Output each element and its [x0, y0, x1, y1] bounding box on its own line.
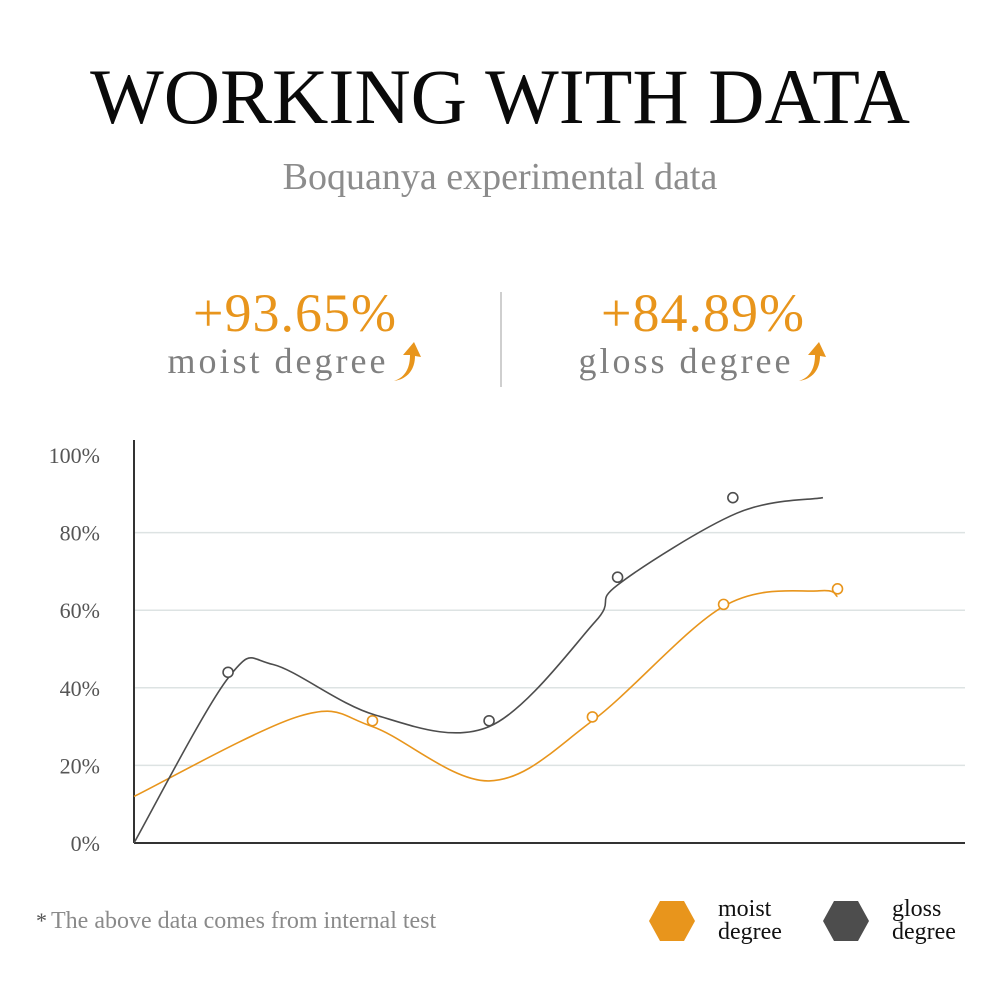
stat-moist-label-row: moist degree [168, 340, 423, 383]
data-point-gloss [483, 714, 495, 727]
legend-label-moist: moist degree [718, 896, 782, 945]
data-point-gloss [222, 666, 234, 679]
footnote-text: The above data comes from internal test [51, 908, 437, 934]
stat-moist-label: moist degree [167, 341, 389, 381]
y-tick-label: 80% [60, 521, 100, 546]
data-point-gloss [727, 491, 739, 504]
data-point-moist [831, 583, 844, 595]
hexagon-icon [823, 900, 869, 941]
up-arrow-icon [799, 342, 827, 382]
stats-divider [500, 292, 502, 387]
y-tick-label: 100% [49, 443, 100, 468]
y-tick-label: 20% [60, 753, 100, 778]
legend-item-gloss: gloss degree [822, 896, 956, 945]
stat-gloss-label: gloss degree [578, 341, 794, 381]
y-tick-label: 0% [71, 831, 100, 856]
line-chart: 0% 20% 40% 60% 80% 100% [49, 440, 965, 856]
legend-item-moist: moist degree [648, 896, 782, 945]
stat-gloss-label-row: gloss degree [579, 340, 828, 383]
stat-moist-value: +93.65% [193, 283, 397, 343]
y-tick-label: 40% [60, 676, 100, 701]
series-line-gloss [133, 496, 824, 844]
data-point-moist [586, 711, 599, 723]
data-point-moist [717, 598, 730, 611]
hexagon-icon [649, 900, 695, 941]
page-subtitle: Boquanya experimental data [282, 156, 718, 198]
series-line-moist [133, 589, 838, 798]
page-title: WORKING WITH DATA [90, 53, 910, 140]
y-tick-label: 60% [60, 598, 100, 623]
legend-label-gloss: gloss degree [892, 896, 956, 945]
data-point-moist [366, 714, 379, 727]
stat-moist: +93.65% moist degree [130, 286, 460, 383]
stat-gloss-value: +84.89% [601, 283, 805, 343]
footnote: * The above data comes from internal test [36, 908, 436, 935]
footnote-star: * [36, 908, 47, 933]
up-arrow-icon [394, 342, 422, 382]
stat-gloss: +84.89% gloss degree [538, 286, 868, 383]
data-point-gloss [611, 571, 624, 584]
